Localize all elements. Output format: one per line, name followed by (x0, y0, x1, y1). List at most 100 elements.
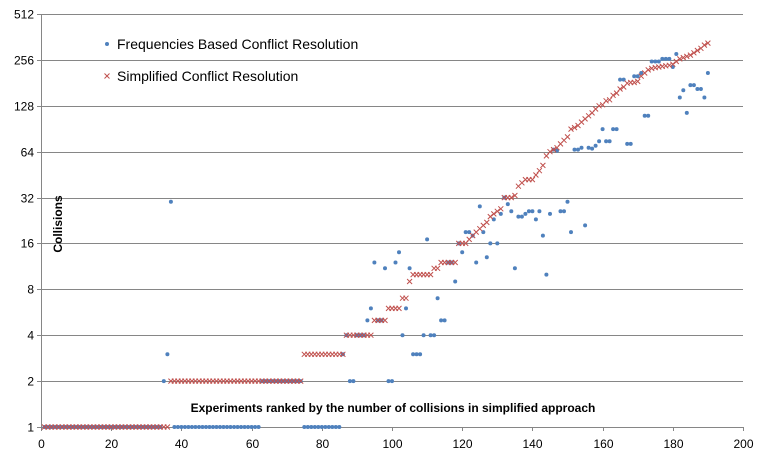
data-point-frequencies (193, 425, 198, 429)
data-point-frequencies (526, 209, 531, 214)
data-point-simplified (680, 54, 687, 61)
data-point-frequencies (189, 425, 194, 429)
data-point-simplified (550, 146, 557, 153)
data-point-simplified (297, 378, 304, 384)
data-point-frequencies (523, 211, 528, 216)
data-point-frequencies (316, 425, 321, 429)
data-point-frequencies (635, 74, 640, 79)
data-point-simplified (673, 58, 680, 65)
y-tick-label: 64 (21, 146, 35, 160)
data-point-frequencies (670, 65, 675, 69)
data-point-simplified (669, 61, 676, 68)
data-point-frequencies (565, 199, 570, 204)
data-point-simplified (691, 49, 697, 56)
data-point-frequencies (533, 217, 538, 222)
axes: 1 2 4 8 16 32 64 128 256 512 0 20 40 60 80 100 120 140 160… (14, 8, 754, 452)
data-point-frequencies (586, 145, 591, 150)
data-point-frequencies (684, 110, 689, 115)
y-axis-title: Collisions (51, 195, 65, 253)
legend-marker-simplified (104, 73, 110, 79)
data-point-frequencies (583, 223, 588, 228)
data-point-frequencies (572, 147, 577, 152)
data-point-frequencies (512, 266, 517, 271)
data-point-frequencies (463, 230, 468, 235)
series-layer (41, 40, 711, 430)
data-point-frequencies (695, 87, 700, 91)
data-point-frequencies (319, 425, 324, 429)
data-point-frequencies (691, 83, 696, 88)
data-point-frequencies (530, 209, 535, 214)
data-point-frequencies (562, 209, 566, 214)
data-point-frequencies (540, 233, 545, 238)
x-tick-label: 160 (593, 437, 613, 451)
data-point-frequencies (393, 260, 398, 265)
data-point-frequencies (207, 425, 212, 429)
data-point-frequencies (495, 241, 500, 246)
data-point-frequencies (309, 425, 314, 429)
data-point-frequencies (593, 143, 598, 148)
data-point-simplified (403, 295, 409, 302)
data-point-simplified (529, 176, 536, 183)
data-point-frequencies (579, 145, 584, 150)
data-point-frequencies (688, 83, 693, 88)
data-point-frequencies (333, 425, 338, 429)
data-point-frequencies (249, 425, 254, 429)
data-point-frequencies (590, 146, 595, 151)
data-point-frequencies (488, 241, 493, 246)
data-point-frequencies (211, 425, 215, 429)
data-point-simplified (606, 96, 613, 103)
data-point-frequencies (214, 425, 219, 429)
data-point-frequencies (365, 318, 370, 323)
data-point-simplified (382, 317, 388, 324)
data-point-frequencies (225, 425, 229, 429)
y-tick-label: 256 (14, 54, 34, 68)
data-point-frequencies (197, 425, 201, 429)
data-point-frequencies (218, 425, 222, 429)
data-point-frequencies (653, 59, 658, 64)
data-point-frequencies (400, 333, 405, 338)
y-tick-label: 8 (27, 283, 34, 297)
data-point-simplified (634, 78, 641, 85)
data-point-frequencies (453, 279, 458, 284)
data-point-frequencies (179, 425, 184, 429)
data-point-simplified (683, 53, 690, 60)
data-point-frequencies (674, 52, 679, 56)
x-tick-label: 0 (38, 437, 45, 451)
data-point-frequencies (175, 425, 180, 429)
data-point-simplified (547, 148, 553, 155)
data-point-simplified (483, 219, 490, 226)
y-tick-label: 512 (14, 8, 34, 22)
data-point-frequencies (323, 425, 328, 429)
data-point-frequencies (326, 425, 331, 429)
y-tick-label: 2 (27, 375, 34, 389)
data-point-frequencies (204, 425, 208, 429)
data-point-frequencies (390, 379, 394, 384)
data-point-frequencies (239, 425, 244, 429)
data-point-simplified (396, 305, 402, 312)
x-tick-label: 100 (382, 437, 402, 451)
series-simplified (41, 40, 711, 430)
data-point-frequencies (632, 74, 637, 79)
data-point-frequencies (439, 318, 444, 323)
data-point-simplified (434, 265, 441, 272)
data-point-simplified (452, 259, 459, 266)
data-point-frequencies (618, 77, 623, 82)
data-point-simplified (536, 167, 543, 174)
data-point-simplified (487, 213, 494, 220)
data-point-frequencies (165, 352, 170, 357)
data-point-frequencies (305, 425, 310, 429)
data-point-frequencies (649, 59, 654, 64)
data-point-frequencies (498, 211, 503, 216)
data-point-simplified (694, 47, 701, 54)
data-point-simplified (564, 134, 571, 140)
data-point-frequencies (242, 425, 247, 429)
data-point-frequencies (232, 425, 237, 429)
data-point-frequencies (698, 87, 703, 91)
data-point-frequencies (432, 333, 437, 338)
gridlines (41, 14, 743, 428)
data-point-frequencies (604, 139, 609, 144)
data-point-frequencies (383, 266, 387, 271)
series-frequencies (42, 52, 710, 429)
x-tick-label: 180 (663, 437, 683, 451)
data-point-simplified (687, 52, 694, 58)
